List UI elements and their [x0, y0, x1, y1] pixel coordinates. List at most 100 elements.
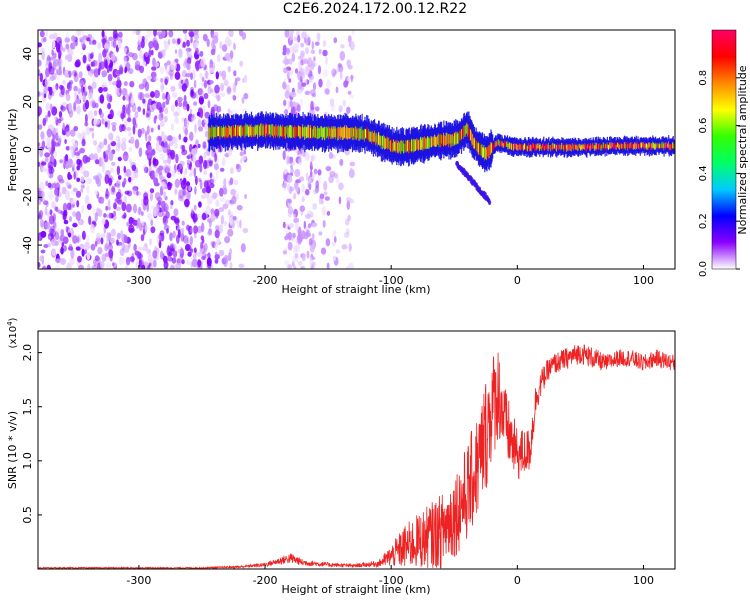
snr-y-multiplier: (x104): [6, 317, 19, 348]
spectrogram-noise-speck: [162, 211, 165, 217]
spectrogram-noise-speck: [162, 159, 168, 164]
spectrogram-noise-speck: [54, 240, 59, 246]
spectrogram-noise-speck: [80, 176, 85, 183]
spectrogram-noise-speck: [57, 138, 62, 147]
spectrogram-noise-speck: [186, 63, 191, 71]
spectrogram-noise-speck: [141, 211, 144, 217]
spectrogram-noise-speck: [60, 85, 65, 96]
spectrogram-signal-core: [224, 126, 226, 140]
spectrogram-noise-speck: [52, 39, 56, 49]
spectrogram-noise-speck: [224, 220, 227, 227]
spectrogram-noise-speck: [292, 46, 296, 53]
spectrogram-noise-speck: [38, 106, 42, 116]
spectrogram-noise-speck: [227, 146, 233, 157]
spectrogram-noise-speck: [216, 237, 221, 245]
spectrogram-noise-speck: [115, 180, 121, 189]
spectrogram-noise-speck: [81, 258, 85, 265]
spectrogram-noise-speck: [200, 235, 204, 241]
spectrogram-noise-speck: [291, 52, 295, 62]
spectrogram-noise-speck: [181, 83, 187, 92]
spectrogram-noise-speck: [209, 178, 214, 184]
spectrogram-noise-speck: [193, 80, 197, 89]
spectrogram-noise-speck: [101, 70, 108, 77]
spectrogram-noise-speck: [80, 84, 84, 94]
spectrogram-noise-speck: [156, 102, 162, 110]
spectrogram-noise-speck: [315, 106, 320, 112]
spectrogram-noise-speck: [105, 193, 109, 200]
spectrogram-signal-core: [232, 127, 234, 137]
spectrogram-noise-speck: [202, 251, 206, 260]
spectrogram-noise-speck: [107, 199, 111, 208]
spectrogram-noise-speck: [183, 136, 188, 143]
spectrogram-noise-speck: [333, 37, 338, 44]
spectrogram-noise-speck: [317, 65, 322, 75]
spectrogram-noise-speck: [307, 223, 312, 229]
spectrogram-noise-speck: [310, 154, 316, 162]
spectrogram-noise-speck: [284, 260, 290, 266]
spectrogram-noise-speck: [111, 125, 117, 132]
spectrogram-noise-speck: [198, 126, 204, 132]
spectrogram-noise-speck: [316, 32, 321, 42]
spectrogram-noise-speck: [322, 206, 326, 216]
spectrogram-noise-speck: [348, 262, 354, 269]
spectrogram-noise-speck: [123, 244, 130, 253]
spectrogram-noise-speck: [150, 91, 155, 98]
spectrogram-noise-speck: [178, 48, 183, 58]
spectrogram-noise-speck: [90, 61, 95, 67]
spectrogram-noise-speck: [125, 49, 130, 57]
spectrogram-noise-speck: [52, 52, 57, 59]
spectrogram-noise-speck: [76, 236, 80, 244]
spectrogram-noise-speck: [123, 234, 128, 244]
spectrogram-noise-speck: [53, 32, 58, 40]
spectrogram-noise-speck: [287, 264, 293, 269]
spectrogram-noise-speck: [317, 169, 322, 176]
spectrogram-x-tick-label: -200: [253, 274, 278, 287]
spectrogram-noise-speck: [121, 88, 128, 96]
spectrogram-noise-speck: [310, 60, 315, 71]
spectrogram-noise-speck: [167, 93, 171, 102]
spectrogram-noise-speck: [181, 227, 185, 234]
spectrogram-noise-speck: [294, 169, 301, 177]
spectrogram-noise-speck: [293, 192, 297, 200]
spectrogram-noise-speck: [38, 59, 42, 67]
spectrogram-noise-speck: [70, 249, 75, 259]
spectrogram-noise-speck: [92, 39, 97, 45]
spectrogram-noise-speck: [82, 95, 85, 101]
spectrogram-noise-speck: [238, 263, 245, 268]
spectrogram-signal-core: [601, 144, 603, 151]
spectrogram-x-label: Height of straight line (km): [281, 283, 430, 296]
spectrogram-noise-speck: [167, 154, 172, 165]
spectrogram-noise-speck: [174, 178, 180, 188]
spectrogram-noise-speck: [49, 225, 55, 231]
spectrogram-noise-speck: [111, 161, 116, 166]
spectrogram-noise-speck: [190, 165, 195, 175]
spectrogram-noise-speck: [44, 206, 48, 216]
spectrogram-noise-speck: [213, 31, 219, 38]
spectrogram-noise-speck: [133, 243, 137, 251]
spectrogram-noise-speck: [201, 255, 206, 261]
spectrogram-noise-speck: [323, 180, 328, 191]
spectrogram-noise-speck: [186, 103, 190, 112]
spectrogram-noise-speck: [146, 108, 151, 118]
spectrogram-noise-speck: [162, 101, 166, 109]
spectrogram-noise-speck: [131, 171, 136, 181]
spectrogram-noise-speck: [137, 92, 143, 101]
spectrogram-noise-speck: [102, 162, 105, 173]
colorbar-tick-label: 0.8: [698, 70, 709, 86]
spectrogram-noise-speck: [289, 91, 294, 97]
spectrogram-noise-speck: [292, 213, 296, 219]
spectrogram-noise-speck: [156, 234, 161, 244]
spectrogram-noise-speck: [63, 209, 68, 217]
spectrogram-noise-speck: [215, 169, 219, 180]
spectrogram-noise-speck: [224, 153, 230, 158]
spectrogram-noise-speck: [222, 203, 229, 210]
spectrogram-noise-speck: [299, 98, 304, 106]
spectrogram-noise-speck: [207, 100, 211, 109]
spectrogram-noise-speck: [332, 72, 336, 79]
spectrogram-noise-speck: [75, 211, 82, 221]
spectrogram-noise-speck: [55, 195, 59, 203]
spectrogram-noise-speck: [132, 125, 136, 135]
spectrogram-noise-speck: [79, 166, 84, 171]
spectrogram-noise-speck: [153, 76, 158, 81]
spectrogram-signal-core: [576, 144, 578, 150]
